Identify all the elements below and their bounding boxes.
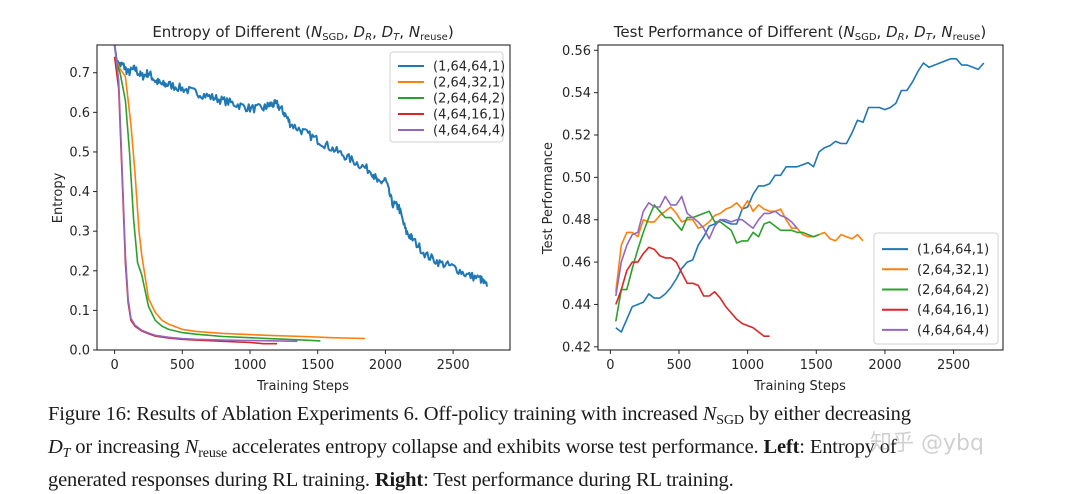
- caption-text: : Entropy of: [799, 436, 897, 458]
- test-performance-series-layer: [615, 58, 985, 337]
- test-performance-x-ticks: 0 500 1000 1500 2000 2500: [606, 350, 970, 373]
- entropy-y-tick-label: 0.5: [69, 145, 90, 160]
- test-performance-axes-frame: [597, 44, 1004, 351]
- caption-figure-label: Figure 16:: [48, 403, 132, 425]
- entropy-x-tick-label: 2500: [437, 358, 470, 373]
- entropy-series-line-4: [113, 45, 298, 343]
- entropy-x-tick-label: 500: [170, 358, 195, 373]
- test-performance-x-tick-label: 2500: [937, 358, 970, 373]
- caption-math-dt: DT: [48, 436, 71, 461]
- entropy-x-tick-label: 2000: [369, 358, 402, 373]
- test-performance-legend: (1,64,64,1) (2,64,32,1) (2,64,64,2) (4,64,1…: [873, 232, 999, 345]
- caption-text: accelerates entropy collapse and exhibit…: [227, 436, 764, 458]
- entropy-x-tick-label: 1500: [301, 358, 334, 373]
- test-performance-x-tick-label: 1500: [800, 358, 833, 373]
- entropy-chart-title: Entropy of Different (NSGD, DR, DT, Nreu…: [152, 23, 453, 43]
- entropy-y-tick-label: 0.7: [69, 66, 90, 81]
- test-performance-y-tick-label: 0.50: [562, 171, 591, 186]
- caption-text: : Test performance during RL training.: [423, 469, 734, 491]
- figure-caption: Figure 16: Results of Ablation Experimen…: [48, 401, 1078, 494]
- test-performance-chart-title: Test Performance of Different (NSGD, DR,…: [613, 23, 986, 43]
- entropy-y-tick-label: 0.2: [69, 264, 90, 279]
- entropy-legend-label: (2,64,32,1): [433, 76, 505, 91]
- caption-math-nsgd: NSGD: [702, 403, 744, 428]
- watermark: 知乎 @ybq: [870, 431, 984, 456]
- entropy-series-layer: [113, 45, 488, 345]
- test-performance-x-tick-label: 0: [606, 358, 614, 373]
- test-performance-x-tick-label: 1000: [731, 358, 764, 373]
- entropy-y-ticks: 0.0 0.1 0.2 0.3 0.4 0.5 0.6 0.7: [69, 66, 97, 359]
- test-performance-legend-label: (4,64,16,1): [917, 303, 989, 318]
- entropy-legend-box: [389, 51, 504, 143]
- test-performance-series-line-4: [615, 195, 798, 297]
- test-performance-x-tick-label: 500: [667, 358, 692, 373]
- entropy-x-ticks: 0 500 1000 1500 2000 2500: [110, 350, 470, 373]
- entropy-legend-label: (1,64,64,1): [433, 60, 505, 75]
- test-performance-y-tick-label: 0.56: [562, 44, 591, 59]
- test-performance-legend-box: [873, 232, 999, 345]
- caption-math-nreuse: Nreuse: [184, 436, 228, 461]
- caption-right-label: Right: [374, 469, 424, 491]
- test-performance-x-tick-label: 2000: [868, 358, 901, 373]
- caption-text: Results of Ablation Experiments 6. Off-p…: [131, 403, 703, 425]
- test-performance-y-tick-label: 0.42: [562, 340, 591, 355]
- test-performance-legend-label: (4,64,64,4): [917, 323, 989, 338]
- entropy-y-tick-label: 0.1: [69, 304, 90, 319]
- entropy-x-axis-label: Training Steps: [256, 379, 349, 394]
- test-performance-series-line-3: [615, 246, 770, 337]
- caption-text: or increasing: [70, 436, 185, 458]
- entropy-y-tick-label: 0.4: [69, 185, 90, 200]
- test-performance-y-tick-label: 0.46: [562, 256, 591, 271]
- entropy-y-tick-label: 0.6: [69, 106, 90, 121]
- test-performance-y-tick-label: 0.48: [562, 213, 591, 228]
- caption-text: generated responses during RL training.: [48, 469, 375, 491]
- test-performance-legend-label: (1,64,64,1): [917, 243, 989, 258]
- caption-left-label: Left: [763, 436, 800, 458]
- entropy-series-line-0: [113, 45, 488, 287]
- entropy-legend-label: (4,64,16,1): [433, 108, 505, 123]
- entropy-y-axis-label: Entropy: [51, 172, 66, 223]
- test-performance-series-line-1: [615, 199, 864, 292]
- entropy-series-line-1: [113, 56, 366, 340]
- entropy-y-tick-label: 0.3: [69, 225, 90, 240]
- test-performance-y-axis-label: Test Performance: [541, 142, 556, 255]
- test-performance-y-tick-label: 0.52: [562, 129, 591, 144]
- entropy-series-line-3: [113, 56, 278, 345]
- test-performance-y-tick-label: 0.54: [562, 86, 591, 101]
- test-performance-y-ticks: 0.42 0.44 0.46 0.48 0.50 0.52 0.54 0.56: [562, 44, 598, 355]
- entropy-legend-label: (4,64,64,4): [433, 124, 505, 139]
- test-performance-chart: Test Performance of Different (NSGD, DR,…: [541, 23, 1004, 394]
- test-performance-legend-label: (2,64,64,2): [917, 283, 989, 298]
- entropy-chart: Entropy of Different (NSGD, DR, DT, Nreu…: [51, 23, 511, 394]
- entropy-legend: (1,64,64,1)(2,64,32,1)(2,64,64,2)(4,64,1…: [389, 51, 505, 143]
- figure: Entropy of Different (NSGD, DR, DT, Nreu…: [51, 23, 1004, 394]
- entropy-x-tick-label: 1000: [233, 358, 266, 373]
- entropy-axes-frame: [96, 44, 511, 351]
- test-performance-series-line-0: [615, 58, 985, 333]
- entropy-y-tick-label: 0.0: [69, 344, 90, 359]
- entropy-legend-label: (2,64,64,2): [433, 92, 505, 107]
- entropy-series-line-2: [113, 56, 321, 342]
- caption-text: by either decreasing: [743, 403, 911, 425]
- test-performance-x-axis-label: Training Steps: [753, 379, 846, 394]
- entropy-x-tick-label: 0: [110, 358, 118, 373]
- test-performance-legend-label: (2,64,32,1): [917, 263, 989, 278]
- test-performance-y-tick-label: 0.44: [562, 298, 591, 313]
